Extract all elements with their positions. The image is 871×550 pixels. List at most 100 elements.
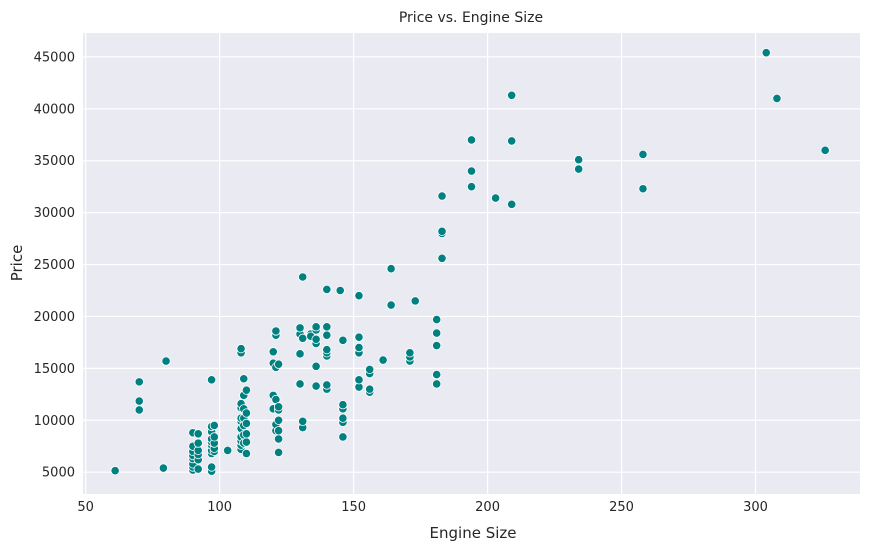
data-point [405, 348, 415, 358]
data-point [335, 285, 345, 296]
x-axis-label: Engine Size [430, 524, 517, 542]
data-point [134, 377, 144, 387]
data-point [338, 400, 348, 410]
data-point [134, 396, 144, 406]
chart-title: Price vs. Engine Size [399, 10, 543, 26]
data-point [110, 466, 120, 476]
y-tick-label: 30000 [34, 206, 75, 221]
data-point [386, 264, 396, 274]
data-point [410, 296, 420, 306]
data-point [268, 347, 278, 357]
x-tick-label: 50 [77, 500, 94, 515]
y-tick-label: 35000 [34, 154, 75, 169]
data-point [574, 164, 584, 174]
y-tick-label: 20000 [34, 310, 75, 325]
data-point [207, 462, 217, 472]
data-point [437, 253, 447, 263]
data-point [338, 432, 348, 442]
data-point [507, 136, 517, 146]
data-point [241, 429, 252, 439]
data-point [322, 345, 332, 355]
x-tick-label: 250 [609, 500, 634, 515]
data-point [491, 193, 501, 203]
data-point [273, 447, 284, 458]
data-point [295, 323, 305, 333]
data-point [207, 375, 217, 385]
data-point [223, 445, 233, 455]
y-tick-label: 10000 [34, 414, 75, 429]
data-point [638, 184, 648, 194]
plot-area [83, 33, 860, 494]
x-tick-label: 150 [341, 500, 366, 515]
data-point [761, 48, 771, 58]
data-point [298, 272, 308, 282]
data-point [241, 448, 252, 459]
data-point [273, 359, 284, 369]
data-point [241, 437, 252, 447]
x-tick-label: 100 [207, 500, 232, 515]
data-point [158, 463, 168, 473]
grid-lines [83, 33, 860, 494]
data-point [365, 364, 375, 375]
data-point [209, 432, 219, 442]
data-point [298, 416, 308, 426]
data-point [209, 420, 219, 431]
data-point [311, 334, 321, 344]
data-point [273, 426, 284, 436]
data-point [466, 135, 477, 145]
data-point [466, 166, 477, 176]
x-tick-label: 200 [475, 500, 500, 515]
y-tick-label: 5000 [42, 466, 75, 481]
data-point [432, 340, 442, 351]
data-point [820, 145, 830, 155]
x-tick-labels: 50 100 150 200 250 300 [77, 500, 768, 515]
data-point [241, 385, 252, 395]
data-point [354, 343, 364, 353]
data-point [432, 314, 442, 325]
data-point [354, 375, 364, 385]
data-point [241, 418, 252, 428]
data-point [273, 402, 284, 412]
data-point [574, 155, 584, 165]
data-point [311, 322, 321, 332]
data-point [638, 149, 648, 160]
data-point [437, 191, 447, 201]
y-axis-label: Price [8, 245, 26, 282]
data-point [241, 408, 252, 418]
y-tick-label: 45000 [34, 50, 75, 65]
data-point [322, 322, 332, 332]
data-point [338, 335, 348, 345]
data-point [193, 438, 203, 448]
data-point [386, 300, 396, 310]
data-point [193, 429, 203, 439]
data-point [322, 330, 332, 340]
data-point [273, 415, 284, 425]
data-point [378, 355, 388, 365]
data-point [322, 380, 332, 390]
data-point [236, 344, 246, 354]
data-point [354, 291, 364, 301]
data-point [273, 434, 284, 444]
x-tick-label: 300 [743, 500, 768, 515]
data-point [338, 413, 348, 423]
data-point [507, 90, 517, 100]
data-point [507, 199, 517, 209]
data-point [432, 369, 442, 380]
data-point [432, 328, 442, 338]
y-tick-labels: 5000 10000 15000 20000 25000 30000 35000 40000 4… [34, 50, 75, 480]
data-point [354, 332, 364, 342]
data-point [271, 326, 281, 336]
data-point [311, 361, 321, 371]
data-point [466, 182, 477, 192]
data-points [110, 48, 830, 476]
data-point [298, 333, 308, 343]
data-point [365, 384, 375, 394]
y-tick-label: 15000 [34, 362, 75, 377]
data-point [322, 284, 332, 295]
data-point [437, 226, 447, 236]
data-point [295, 379, 305, 389]
data-point [772, 93, 782, 104]
data-point [432, 379, 442, 389]
y-tick-label: 25000 [34, 258, 75, 273]
